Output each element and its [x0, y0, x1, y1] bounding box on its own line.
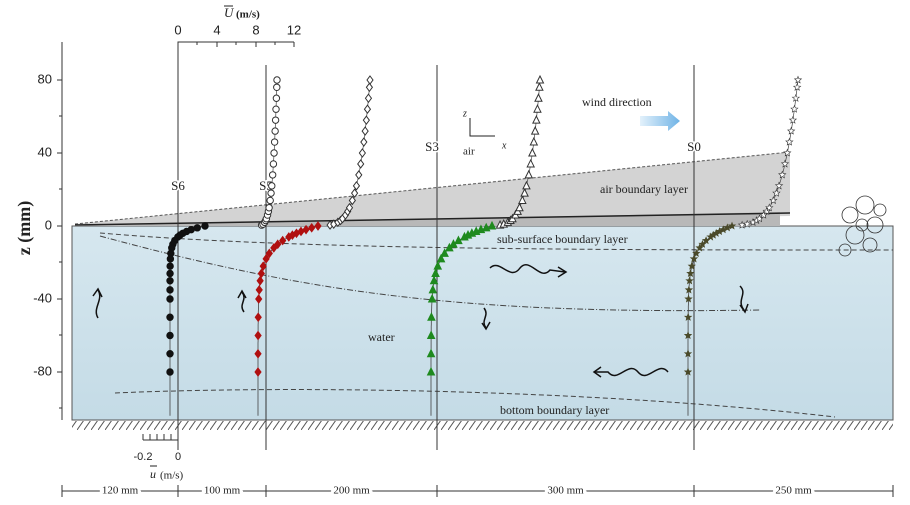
- profile-marker: [269, 183, 275, 189]
- station-label: S3: [425, 139, 439, 154]
- profile-marker: [167, 314, 173, 320]
- profile-marker: [202, 223, 208, 229]
- air-layer-label: air boundary layer: [600, 182, 688, 196]
- profile-marker: [525, 171, 532, 178]
- frame-axes: [470, 118, 495, 136]
- profile-marker: [367, 76, 373, 84]
- y-tick-label: 40: [38, 144, 52, 159]
- wind-label: wind direction: [582, 95, 652, 109]
- y-tick-label: -80: [33, 363, 52, 378]
- profile-marker: [167, 263, 173, 269]
- water-label: water: [368, 330, 395, 344]
- profile-marker: [167, 351, 173, 357]
- profile-marker: [362, 127, 368, 135]
- profile-marker: [364, 105, 370, 113]
- profile-marker: [274, 84, 280, 90]
- profile-marker: [273, 106, 279, 112]
- profile-marker: [356, 171, 362, 179]
- u-small-unit: (m/s): [160, 470, 184, 482]
- profile-marker: [194, 225, 200, 231]
- frame-air: air: [463, 146, 475, 158]
- profile-marker: [795, 76, 802, 83]
- spacing-label: 200 mm: [333, 485, 370, 497]
- profile-marker: [790, 117, 797, 124]
- profile-marker: [791, 106, 798, 113]
- y-tick-label: 0: [45, 217, 52, 232]
- profile-marker: [269, 172, 275, 178]
- station-label: S0: [687, 139, 701, 154]
- profile-marker: [536, 83, 543, 90]
- profile-marker: [267, 197, 273, 203]
- u-unit: (m/s): [236, 9, 260, 21]
- profile-marker: [359, 149, 365, 157]
- u-small-tick-label: -0.2: [134, 451, 153, 463]
- bottom-label: bottom boundary layer: [500, 403, 609, 417]
- y-tick-label: 80: [38, 71, 52, 86]
- frame-x: x: [501, 140, 507, 151]
- u-tick-label: 0: [174, 22, 181, 37]
- u-small-tick-label: 0: [175, 451, 181, 463]
- spacing-label: 250 mm: [775, 485, 812, 497]
- figure: z (mm) U (m/s) u (m/s) air boundary laye…: [0, 0, 910, 505]
- u-tick-label: 12: [287, 22, 301, 37]
- profile-marker: [527, 160, 534, 167]
- profile-marker: [786, 139, 793, 146]
- station-label: S6: [171, 178, 185, 193]
- profile-marker: [167, 278, 173, 284]
- profile-marker: [167, 296, 173, 302]
- profile-marker: [167, 270, 173, 276]
- y-tick-label: -40: [33, 290, 52, 305]
- profile-marker: [167, 332, 173, 338]
- profile-marker: [788, 128, 795, 135]
- profile-marker: [271, 150, 277, 156]
- profile-marker: [167, 287, 173, 293]
- profile-marker: [530, 138, 537, 145]
- profile-marker: [365, 94, 371, 102]
- profile-marker: [273, 95, 279, 101]
- profile-marker: [794, 84, 801, 91]
- subsurface-label: sub-surface boundary layer: [497, 232, 628, 246]
- profile-marker: [272, 117, 278, 123]
- spacing-label: 120 mm: [102, 485, 139, 497]
- profile-marker: [268, 190, 274, 196]
- profile-marker: [167, 256, 173, 262]
- profile-marker: [366, 83, 372, 91]
- wind-arrow: [640, 111, 680, 131]
- profile-marker: [535, 94, 542, 101]
- profile-marker: [363, 116, 369, 124]
- profile-marker: [274, 77, 280, 83]
- profile-marker: [529, 149, 536, 156]
- profile-marker: [537, 76, 544, 83]
- profile-marker: [358, 160, 364, 168]
- profile-marker: [534, 105, 541, 112]
- u-symbol: U: [224, 5, 235, 20]
- frame-z: z: [462, 108, 467, 119]
- profile-marker: [361, 138, 367, 146]
- y-axis-label: z (mm): [14, 201, 35, 255]
- u-small-symbol: u: [150, 467, 156, 481]
- u-axis: [178, 42, 294, 190]
- profile-marker: [271, 139, 277, 145]
- spacing-label: 300 mm: [547, 485, 584, 497]
- u-tick-label: 4: [213, 22, 220, 37]
- profile-marker: [167, 369, 173, 375]
- profile-marker: [532, 127, 539, 134]
- profile-marker: [533, 116, 540, 123]
- bed: [72, 421, 893, 430]
- spacing-label: 100 mm: [204, 485, 241, 497]
- profile-marker: [266, 205, 272, 211]
- profile-marker: [272, 128, 278, 134]
- u-tick-label: 8: [252, 22, 259, 37]
- profile-marker: [270, 161, 276, 167]
